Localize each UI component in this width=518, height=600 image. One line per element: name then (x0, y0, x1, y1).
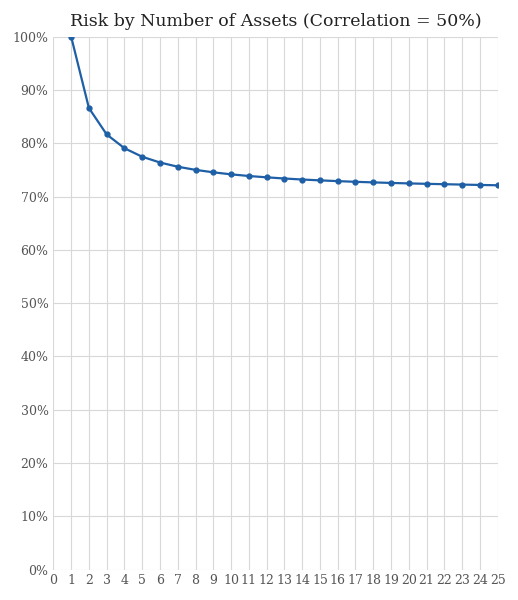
Title: Risk by Number of Assets (Correlation = 50%): Risk by Number of Assets (Correlation = … (70, 13, 481, 29)
